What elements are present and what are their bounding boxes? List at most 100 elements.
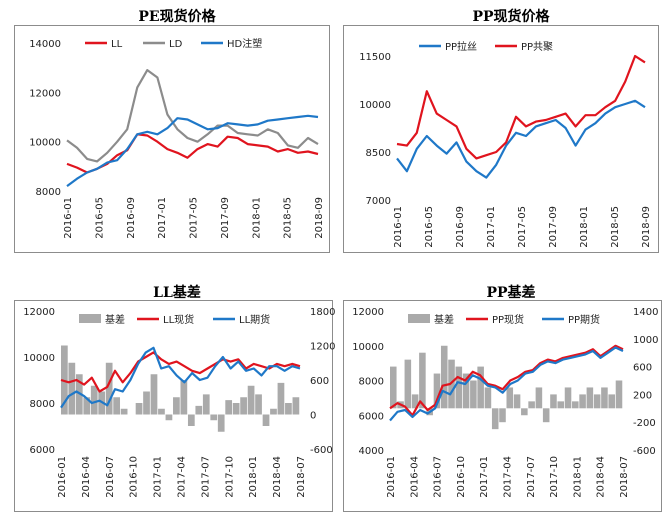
pp-xtick-label: 2017-05 xyxy=(517,206,528,248)
pp-xtick-label: 2018-01 xyxy=(579,206,590,248)
pp_basis-xtick-label: 2018-07 xyxy=(619,456,630,498)
pp-xtick-label: 2017-09 xyxy=(548,206,559,248)
pp_basis-basis-bar xyxy=(528,401,535,409)
ll_basis-basis-bar xyxy=(225,400,233,415)
pp_basis-xtick-label: 2017-07 xyxy=(526,456,537,498)
pp_basis-xtick-label: 2018-01 xyxy=(572,456,583,498)
ll_basis-legend-label: 基差 xyxy=(105,313,125,326)
ll_basis-basis-bar xyxy=(262,414,270,426)
pp_basis-basis-bar xyxy=(521,408,528,416)
ll_basis-basis-bar xyxy=(240,397,247,415)
pp_basis-ytick-label: 10000 xyxy=(352,342,384,353)
ll_basis-basis-bar xyxy=(68,362,76,415)
ll_basis-legend-swatch xyxy=(79,314,101,323)
ll_basis-basis-bar xyxy=(90,385,98,415)
pp_basis-y2tick-label: 1000 xyxy=(633,335,658,346)
ll_basis-xtick-label: 2017-01 xyxy=(153,456,164,498)
pp_basis-basis-bar xyxy=(477,366,484,409)
pp-series-line-0 xyxy=(396,99,646,179)
pp_basis-basis-bar xyxy=(572,401,579,409)
ll_basis-xtick-label: 2016-01 xyxy=(57,456,68,498)
pp_basis-legend-label: PP现货 xyxy=(492,313,524,326)
pp-ytick-label: 7000 xyxy=(366,196,391,207)
ll_basis-basis-bar xyxy=(217,414,225,432)
pe-series-line-2 xyxy=(66,114,319,187)
pe-xtick-label: 2016-05 xyxy=(94,197,105,239)
pe-xtick-label: 2017-09 xyxy=(220,197,231,239)
ll_basis-basis-bar xyxy=(150,374,158,415)
pp_basis-basis-bar xyxy=(462,373,470,409)
pp_basis-basis-bar xyxy=(470,380,477,409)
ll_basis-series-line-1 xyxy=(60,346,301,409)
pe-legend-label: LD xyxy=(169,39,183,50)
ll_basis-xtick-label: 2017-07 xyxy=(200,456,211,498)
pp_basis-basis-bar xyxy=(499,408,506,423)
ll_basis-xtick-label: 2016-07 xyxy=(105,456,116,498)
pp-xtick-label: 2018-05 xyxy=(610,206,621,248)
pp_basis-y2tick-label: -600 xyxy=(633,446,656,457)
ll_basis-basis-bar xyxy=(83,397,91,415)
pp-series-line-1 xyxy=(396,54,646,160)
ll_basis-xtick-label: 2018-04 xyxy=(272,456,283,498)
ll_basis-basis-bar xyxy=(195,405,203,415)
ll_basis-ytick-label: 8000 xyxy=(30,399,55,410)
pp_basis-xtick-label: 2018-04 xyxy=(596,456,607,498)
pp_basis-basis-bar xyxy=(484,387,492,409)
pp_basis-basis-bar xyxy=(564,387,572,409)
pp_basis-basis-bar xyxy=(419,352,426,409)
pp_basis-legend-label: 基差 xyxy=(434,313,454,326)
ll_basis-y2tick-label: 600 xyxy=(310,376,329,387)
pp_basis-xtick-label: 2016-04 xyxy=(409,456,420,498)
ll_basis-xtick-label: 2018-01 xyxy=(248,456,259,498)
pe-ytick-label: 12000 xyxy=(29,88,61,99)
pp_basis-ytick-label: 8000 xyxy=(359,377,384,388)
ll_basis-xtick-label: 2018-07 xyxy=(296,456,307,498)
ll_basis-basis-bar xyxy=(120,408,128,415)
pe-ytick-label: 14000 xyxy=(29,39,61,50)
ll_basis-basis-bar xyxy=(143,391,150,415)
pp_basis-ytick-label: 6000 xyxy=(359,411,384,422)
pp_basis-series-line-0 xyxy=(389,344,624,417)
ll_basis-basis-bar xyxy=(270,408,277,415)
pp-ytick-label: 8500 xyxy=(366,148,391,159)
ll_basis-series-line-0 xyxy=(60,351,301,393)
pp_basis-basis-bar xyxy=(404,359,412,409)
ll_basis-basis-bar xyxy=(165,414,173,421)
ll_basis-basis-bar xyxy=(105,362,113,415)
pe-ytick-label: 8000 xyxy=(36,187,61,198)
ll_basis-y2tick-label: 1800 xyxy=(310,307,335,318)
ll_basis-legend-label: LL现货 xyxy=(163,313,194,326)
pe-chart-frame xyxy=(14,25,330,253)
pe-xtick-label: 2016-09 xyxy=(126,197,137,239)
pp_basis-basis-bar xyxy=(535,387,543,409)
ll_basis-basis-bar xyxy=(232,403,240,415)
pp-basis-title: PP基差 xyxy=(486,285,536,301)
pe-xtick-label: 2017-01 xyxy=(157,197,168,239)
pe-xtick-label: 2016-01 xyxy=(63,197,74,239)
pp_basis-basis-bar xyxy=(433,373,441,409)
pp_basis-basis-bar xyxy=(593,394,601,409)
pp_basis-y2tick-label: 600 xyxy=(633,363,652,374)
pe-xtick-label: 2018-09 xyxy=(314,197,325,239)
pp_basis-basis-bar xyxy=(579,394,586,409)
pp_basis-y2tick-label: 200 xyxy=(633,390,652,401)
pe-legend-label: LL xyxy=(111,39,123,50)
ll_basis-basis-bar xyxy=(173,397,180,415)
ll_basis-ytick-label: 10000 xyxy=(23,353,55,364)
pp-ytick-label: 10000 xyxy=(359,100,391,111)
pp_basis-xtick-label: 2017-01 xyxy=(479,456,490,498)
pp-ytick-label: 11500 xyxy=(359,52,391,63)
pp-xtick-label: 2016-09 xyxy=(455,206,466,248)
pp_basis-ytick-label: 12000 xyxy=(352,307,384,318)
pe-series-line-1 xyxy=(66,68,319,163)
ll_basis-xtick-label: 2016-10 xyxy=(129,456,140,498)
pp-chart-title: PP现货价格 xyxy=(472,9,550,25)
pp_basis-basis-bar xyxy=(557,401,565,409)
ll_basis-y2tick-label: 0 xyxy=(310,411,316,422)
pp_basis-xtick-label: 2016-07 xyxy=(433,456,444,498)
pp_basis-basis-bar xyxy=(550,394,557,409)
pp_basis-xtick-label: 2016-01 xyxy=(386,456,397,498)
